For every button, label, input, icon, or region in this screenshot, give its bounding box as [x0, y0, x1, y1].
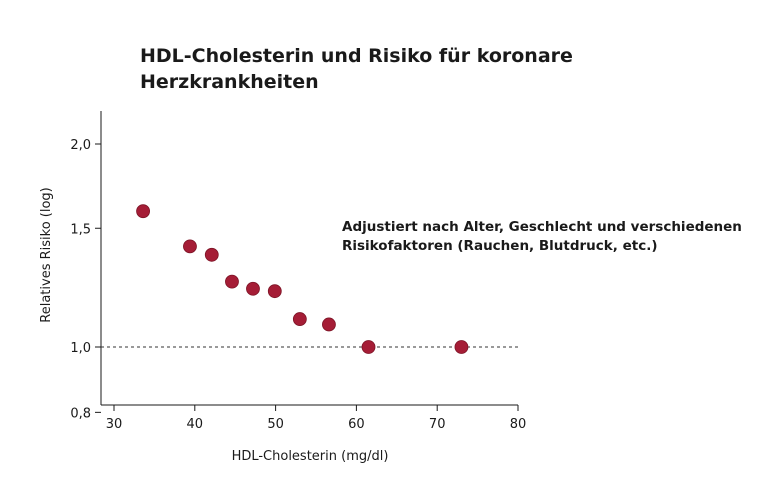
x-tick-label: 60: [348, 417, 365, 432]
data-point: [183, 239, 197, 254]
x-tick-label: 30: [106, 417, 123, 432]
x-tick-label: 80: [510, 417, 527, 432]
y-tick-label: 1,5: [70, 222, 91, 237]
x-axis-label: HDL-Cholesterin (mg/dl): [232, 449, 389, 464]
data-points: [136, 204, 469, 354]
data-point: [136, 204, 150, 219]
data-point: [267, 284, 282, 299]
data-point: [225, 274, 239, 289]
axes: [100, 111, 518, 406]
data-point: [246, 281, 260, 296]
y-tick-label: 2,0: [70, 138, 91, 153]
data-point: [361, 340, 376, 354]
data-point: [322, 317, 336, 332]
data-point: [454, 340, 469, 354]
y-ticks: 0,8 1,0 1,5 2,0: [70, 138, 101, 421]
chart-annotation: Adjustiert nach Alter, Geschlecht und ve…: [342, 219, 742, 254]
x-ticks: 30 40 50 60 70 80: [106, 405, 527, 432]
x-tick-label: 40: [187, 417, 204, 432]
data-point: [292, 312, 307, 326]
data-point: [204, 247, 219, 262]
x-tick-label: 50: [267, 417, 284, 432]
y-tick-label: 0,8: [70, 406, 91, 421]
x-tick-label: 70: [429, 417, 446, 432]
chart-title: HDL-Cholesterin und Risiko für koronare …: [140, 45, 573, 93]
y-tick-label: 1,0: [70, 341, 91, 356]
y-axis-label: Relatives Risiko (log): [39, 187, 54, 322]
